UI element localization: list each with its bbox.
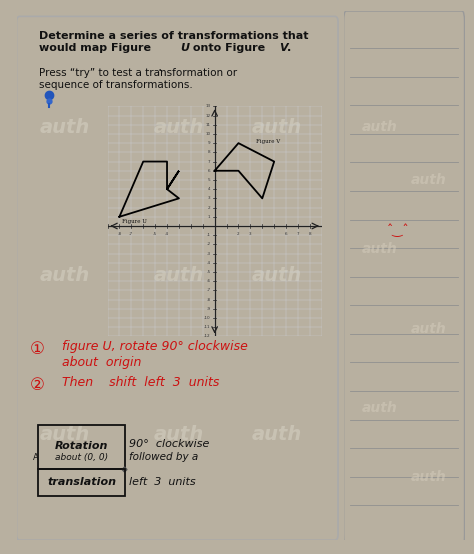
Text: 6: 6 [285,232,287,235]
Text: auth: auth [251,425,301,444]
Text: 8: 8 [309,232,311,235]
Text: 11: 11 [206,123,210,127]
Text: -6: -6 [206,279,210,283]
Text: about (0, 0): about (0, 0) [55,453,108,461]
Text: U: U [181,43,190,53]
Text: 5: 5 [208,178,210,182]
Text: -11: -11 [204,325,210,329]
Text: 90°  clockwise: 90° clockwise [128,439,209,449]
Text: auth: auth [154,266,204,285]
Text: -7: -7 [129,232,133,235]
Text: V: V [280,43,288,53]
Text: -9: -9 [206,307,210,311]
Text: 10: 10 [205,132,210,136]
Text: ②: ② [29,376,45,394]
Text: auth: auth [251,266,301,285]
Text: Figure U: Figure U [122,219,146,224]
Text: auth: auth [410,321,446,336]
Text: -12: -12 [204,335,210,338]
Text: about  origin: about origin [62,356,141,369]
Text: -5: -5 [206,270,210,274]
Text: 7: 7 [297,232,299,235]
Text: translation: translation [47,478,116,488]
Text: -7: -7 [206,289,210,293]
Text: auth: auth [251,118,301,137]
Text: auth: auth [362,242,398,256]
Text: -8: -8 [206,297,210,301]
Text: 3: 3 [249,232,252,235]
Text: onto Figure: onto Figure [189,43,269,53]
Text: 1: 1 [208,215,210,219]
Text: auth: auth [40,118,91,137]
Text: 2: 2 [208,206,210,209]
Text: followed by a: followed by a [128,452,198,461]
Text: -8: -8 [118,232,121,235]
Text: auth: auth [40,266,91,285]
Text: 4: 4 [208,187,210,191]
Text: Rotation: Rotation [55,441,108,451]
Text: figure U, rotate 90° clockwise: figure U, rotate 90° clockwise [62,340,248,353]
Text: 6: 6 [208,169,210,173]
Text: left  3  units: left 3 units [128,478,195,488]
Text: .: . [287,43,291,53]
Text: Press “try” to test a transformation or: Press “try” to test a transformation or [39,68,237,78]
Text: 9: 9 [208,141,210,145]
Text: would map Figure: would map Figure [39,43,155,53]
Text: auth: auth [154,118,204,137]
Text: auth: auth [410,470,446,484]
Text: sequence of transformations.: sequence of transformations. [39,80,193,90]
Text: 13: 13 [205,104,210,109]
Text: -4: -4 [207,261,210,265]
Text: auth: auth [410,173,446,187]
Text: auth: auth [362,401,398,415]
Text: ˆ‿ˆ: ˆ‿ˆ [387,224,410,237]
Text: -1: -1 [207,233,210,237]
Text: .: . [157,60,162,74]
Text: -10: -10 [204,316,210,320]
Text: 3: 3 [208,196,210,201]
Text: ①: ① [29,340,45,358]
Text: -3: -3 [206,252,210,255]
Text: Then    shift  left  3  units: Then shift left 3 units [62,376,219,389]
Text: 8: 8 [208,150,210,155]
Text: A: A [33,453,38,461]
Text: 12: 12 [205,114,210,117]
Text: -2: -2 [206,243,210,247]
Text: -4: -4 [165,232,169,235]
Text: 7: 7 [208,160,210,163]
Text: -5: -5 [153,232,157,235]
Text: auth: auth [362,120,398,135]
Text: Figure V: Figure V [256,138,281,143]
Text: auth: auth [154,425,204,444]
Text: auth: auth [40,425,91,444]
Text: 2: 2 [237,232,240,235]
Text: Determine a series of transformations that: Determine a series of transformations th… [39,30,309,40]
